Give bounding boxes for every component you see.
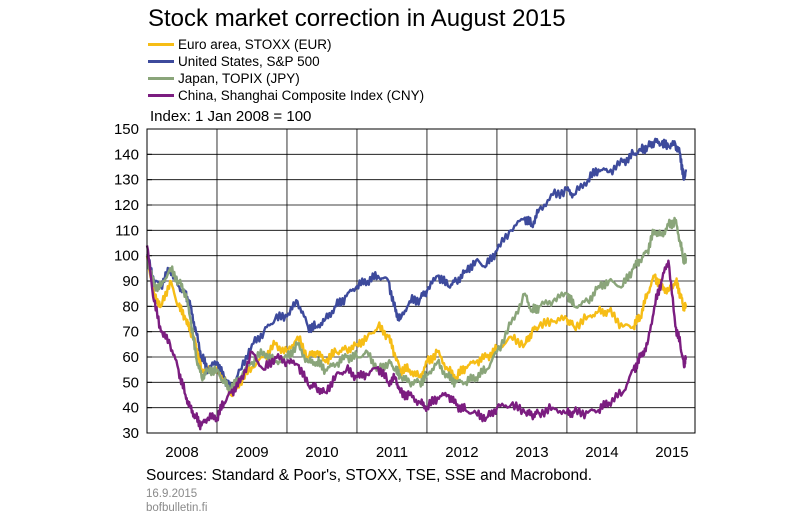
- legend-swatch-japan: [148, 77, 174, 80]
- chart-title: Stock market correction in August 2015: [148, 5, 566, 32]
- series-line-china: [145, 245, 688, 431]
- legend-item-united-states: United States, S&P 500: [148, 53, 424, 70]
- legend-swatch-euro-area: [148, 43, 174, 46]
- y-tick-label-50: 50: [122, 374, 139, 391]
- y-tick-label-60: 60: [122, 349, 139, 366]
- legend-swatch-united-states: [148, 60, 174, 63]
- publication-date: 16.9.2015: [146, 488, 198, 500]
- x-tick-label-2014: 2014: [585, 444, 618, 461]
- legend-item-japan: Japan, TOPIX (JPY): [148, 70, 424, 87]
- legend-item-china: China, Shanghai Composite Index (CNY): [148, 87, 424, 104]
- series-line-japan: [145, 216, 688, 394]
- y-axis-label: Index: 1 Jan 2008 = 100: [150, 108, 312, 125]
- x-tick-label-2011: 2011: [376, 444, 408, 461]
- y-axis-ticks: 30 40 50 60 70 80 90 100 110 120 130 140 150: [114, 121, 152, 442]
- y-tick-label-140: 140: [114, 146, 139, 163]
- x-tick-label-2013: 2013: [515, 444, 548, 461]
- site-name: bofbulletin.fi: [146, 502, 208, 514]
- y-tick-label-110: 110: [115, 222, 139, 239]
- plot-frame: [146, 128, 696, 434]
- y-tick-label-40: 40: [122, 400, 139, 417]
- legend-item-euro-area: Euro area, STOXX (EUR): [148, 36, 424, 53]
- x-tick-label-2008: 2008: [165, 444, 198, 461]
- y-tick-label-100: 100: [114, 248, 139, 265]
- series-line-euro-area: [145, 255, 688, 398]
- y-tick-label-130: 130: [114, 172, 139, 189]
- x-tick-label-2015: 2015: [655, 444, 688, 461]
- legend: Euro area, STOXX (EUR) United States, S&…: [148, 36, 424, 104]
- legend-label-china: China, Shanghai Composite Index (CNY): [178, 88, 425, 103]
- legend-label-euro-area: Euro area, STOXX (EUR): [178, 37, 332, 52]
- legend-label-united-states: United States, S&P 500: [178, 54, 320, 69]
- y-tick-label-70: 70: [122, 324, 139, 341]
- y-tick-label-120: 120: [114, 197, 139, 214]
- legend-swatch-china: [148, 94, 174, 97]
- series-line-united-states: [145, 137, 688, 392]
- y-tick-label-30: 30: [122, 425, 139, 442]
- x-tick-label-2010: 2010: [305, 444, 338, 461]
- x-axis-ticks: 2008 2009 2010 2011 2012 2013 2014 2015: [165, 444, 688, 461]
- x-tick-label-2012: 2012: [445, 444, 478, 461]
- y-tick-label-80: 80: [122, 298, 139, 315]
- series-lines: [145, 137, 688, 431]
- x-tick-label-2009: 2009: [235, 444, 268, 461]
- y-tick-label-90: 90: [122, 273, 139, 290]
- y-tick-label-150: 150: [114, 121, 139, 138]
- legend-label-japan: Japan, TOPIX (JPY): [178, 71, 300, 86]
- sources-note: Sources: Standard & Poor's, STOXX, TSE, …: [146, 467, 593, 484]
